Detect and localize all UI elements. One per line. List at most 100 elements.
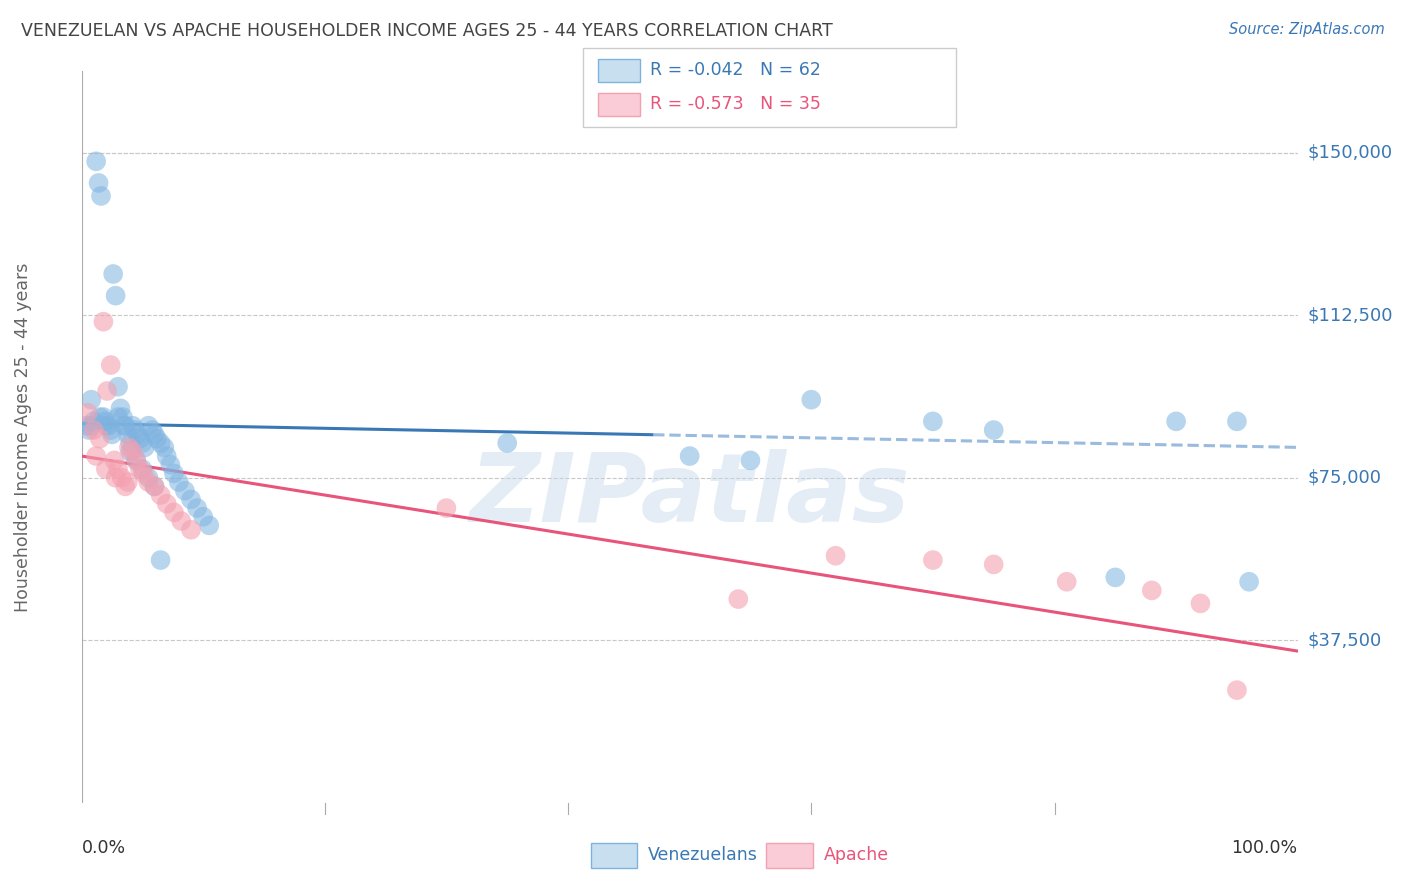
Point (1140, 583, 1163, 598)
Text: ZIPatlas: ZIPatlas (470, 449, 910, 542)
Point (87, 176, 110, 190)
Point (107, 410, 129, 425)
Point (156, 449, 179, 463)
Point (143, 479, 166, 493)
Point (107, 462, 129, 476)
Point (127, 427, 149, 442)
Point (80, 392, 103, 407)
Point (679, 449, 702, 463)
Point (436, 501, 458, 516)
Point (153, 441, 176, 455)
Point (89, 432, 111, 446)
Point (114, 479, 136, 493)
Point (96, 384, 118, 398)
Point (1226, 414, 1249, 428)
Point (93, 410, 115, 425)
Point (167, 475, 190, 489)
Point (117, 475, 139, 489)
Point (131, 436, 153, 450)
Point (104, 471, 127, 485)
Text: 100.0%: 100.0% (1232, 839, 1298, 857)
Point (118, 441, 141, 455)
Point (1166, 414, 1188, 428)
Point (740, 453, 762, 467)
Point (120, 444, 142, 458)
Point (163, 467, 186, 481)
Point (170, 514, 193, 528)
Point (80, 418, 103, 433)
Point (90, 189, 112, 203)
Point (94, 418, 117, 433)
Point (103, 453, 125, 467)
Point (1056, 574, 1078, 589)
Point (180, 492, 202, 507)
Point (121, 444, 143, 458)
Point (132, 467, 155, 481)
Point (93, 315, 115, 329)
Point (117, 427, 139, 442)
Point (149, 436, 172, 450)
Point (186, 501, 208, 516)
Text: $150,000: $150,000 (1308, 144, 1392, 161)
Point (111, 471, 134, 485)
Point (129, 462, 152, 476)
Point (125, 453, 148, 467)
Text: $75,000: $75,000 (1308, 468, 1382, 487)
Point (138, 471, 160, 485)
Point (83, 423, 105, 437)
Point (120, 436, 142, 450)
Point (143, 427, 166, 442)
Text: 0.0%: 0.0% (82, 839, 125, 857)
Point (191, 509, 215, 524)
Point (77, 423, 100, 437)
Point (110, 401, 132, 416)
Point (163, 505, 186, 519)
Point (112, 418, 135, 433)
Point (143, 479, 166, 493)
Point (727, 592, 749, 607)
Text: Apache: Apache (824, 847, 889, 864)
Point (174, 483, 197, 498)
Point (159, 458, 181, 472)
Text: Venezuelans: Venezuelans (648, 847, 758, 864)
Point (1226, 683, 1249, 698)
Point (100, 358, 122, 372)
Point (75, 418, 97, 433)
Point (149, 553, 172, 567)
Text: $37,500: $37,500 (1308, 632, 1382, 649)
Text: R = -0.042   N = 62: R = -0.042 N = 62 (650, 62, 821, 79)
Text: R = -0.573   N = 35: R = -0.573 N = 35 (650, 95, 821, 113)
Point (84, 449, 107, 463)
Point (141, 423, 163, 437)
Point (198, 518, 221, 533)
Point (104, 288, 127, 302)
Point (76, 406, 98, 420)
Point (89, 410, 111, 425)
Point (496, 436, 519, 450)
Point (94, 414, 117, 428)
Point (800, 392, 823, 407)
Point (149, 488, 172, 502)
Point (922, 414, 945, 428)
Text: Householder Income Ages 25 - 44 years: Householder Income Ages 25 - 44 years (14, 262, 32, 612)
Text: Source: ZipAtlas.com: Source: ZipAtlas.com (1229, 22, 1385, 37)
Point (84, 154, 107, 169)
Point (101, 267, 124, 281)
Point (1237, 574, 1260, 589)
Point (107, 380, 129, 394)
Point (97, 418, 120, 433)
Text: VENEZUELAN VS APACHE HOUSEHOLDER INCOME AGES 25 - 44 YEARS CORRELATION CHART: VENEZUELAN VS APACHE HOUSEHOLDER INCOME … (21, 22, 832, 40)
Point (131, 462, 153, 476)
Point (138, 418, 160, 433)
Point (129, 432, 152, 446)
Point (983, 558, 1005, 572)
Point (1104, 570, 1126, 584)
Point (138, 475, 160, 489)
Point (1189, 596, 1212, 610)
Point (83, 414, 105, 428)
Point (134, 441, 156, 455)
Point (156, 497, 179, 511)
Point (824, 549, 846, 563)
Point (121, 418, 143, 433)
Point (111, 410, 134, 425)
